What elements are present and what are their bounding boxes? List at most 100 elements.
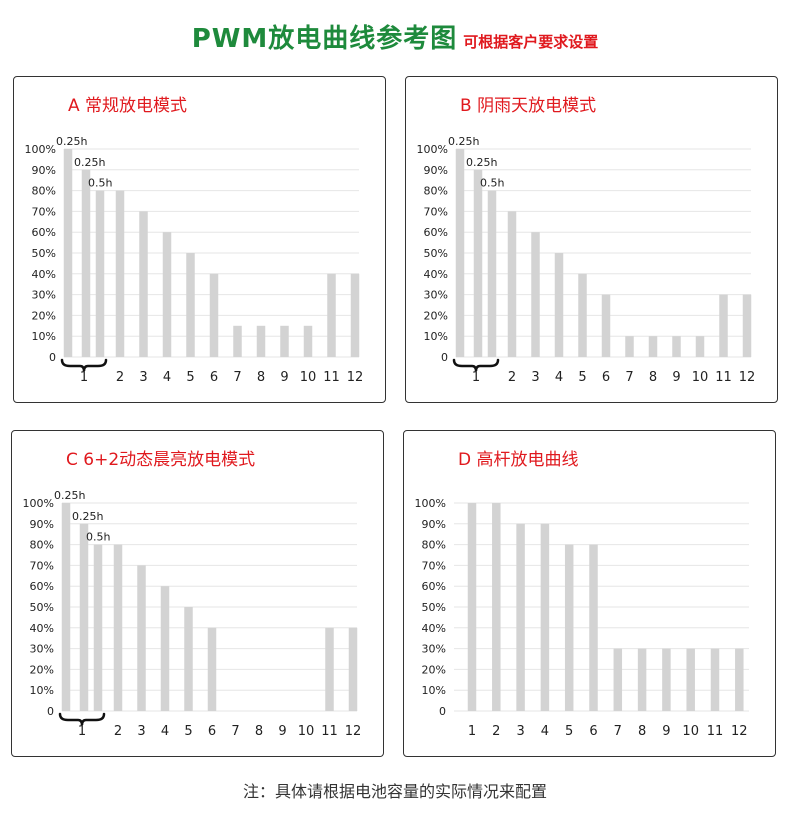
- y-tick-label: 90%: [422, 518, 446, 531]
- duration-label: 0.25h: [56, 135, 87, 148]
- y-tick-label: 20%: [32, 309, 56, 322]
- bar: [637, 648, 647, 711]
- bar: [554, 253, 564, 357]
- y-tick-label: 20%: [422, 663, 446, 676]
- bar: [207, 627, 217, 711]
- bar: [742, 294, 752, 357]
- x-tick-label: 1: [468, 724, 476, 739]
- y-tick-label: 70%: [32, 205, 56, 218]
- bar: [63, 149, 73, 357]
- x-tick-label: 6: [589, 724, 597, 739]
- y-tick-label: 20%: [30, 663, 54, 676]
- y-tick-label: 60%: [422, 580, 446, 593]
- y-tick-label: 30%: [422, 643, 446, 656]
- bar: [160, 586, 170, 711]
- chart-panel-a: A 常规放电模式 100% 90% 80% 70% 60% 50% 40% 30% 20% 10%…: [13, 76, 386, 403]
- y-tick-label: 30%: [30, 643, 54, 656]
- x-tick-label: 8: [257, 370, 265, 385]
- x-tick-label: 5: [578, 370, 586, 385]
- bar: [625, 336, 634, 357]
- bar: [280, 325, 289, 357]
- chart-c-svg: 100% 90% 80% 70% 60% 50% 40% 30% 20% 10% 0 0.25h 0.2…: [23, 489, 362, 739]
- bar: [473, 169, 483, 357]
- x-tick-label: 3: [139, 370, 147, 385]
- y-tick-label: 0: [441, 351, 448, 364]
- y-tick-label: 0: [439, 705, 446, 718]
- x-tick-label: 2: [116, 370, 124, 385]
- y-tick-label: 90%: [32, 164, 56, 177]
- y-tick-label: 100%: [415, 497, 446, 510]
- chart-title: A 常规放电模式: [68, 96, 188, 116]
- duration-label: 0.5h: [86, 531, 110, 544]
- x-tick-label: 3: [137, 724, 145, 739]
- y-tick-label: 0: [47, 705, 54, 718]
- y-tick-label: 30%: [32, 289, 56, 302]
- bar: [115, 190, 125, 357]
- bar: [348, 627, 358, 711]
- x-tick-label: 9: [672, 370, 680, 385]
- y-tick-label: 10%: [422, 684, 446, 697]
- bar: [350, 273, 360, 357]
- y-tick-label: 40%: [30, 622, 54, 635]
- bar: [719, 294, 728, 357]
- y-tick-label: 50%: [422, 601, 446, 614]
- chart-b-svg: 100% 90% 80% 70% 60% 50% 40% 30% 20% 10% 0 0.25h 0.2…: [417, 135, 756, 385]
- bar: [540, 523, 550, 711]
- page-title: PWM放电曲线参考图: [191, 24, 458, 54]
- bar: [507, 211, 517, 357]
- x-tick-label: 5: [184, 724, 192, 739]
- x-tick-label: 1: [80, 370, 88, 385]
- bar: [613, 648, 623, 711]
- y-tick-label: 70%: [424, 205, 448, 218]
- x-tick-label: 5: [186, 370, 194, 385]
- x-tick-label: 10: [298, 724, 315, 739]
- y-tick-label: 80%: [424, 185, 448, 198]
- y-tick-label: 10%: [32, 330, 56, 343]
- bar: [564, 544, 574, 711]
- y-tick-label: 10%: [424, 330, 448, 343]
- y-tick-label: 100%: [23, 497, 54, 510]
- bar: [710, 648, 720, 711]
- x-tick-label: 8: [649, 370, 657, 385]
- chart-panel-d: D 高杆放电曲线 100% 90% 80% 70% 60% 50% 40% 30% 20% 10%…: [403, 430, 776, 757]
- bar: [79, 523, 89, 711]
- bar: [662, 648, 671, 711]
- x-tick-label: 5: [565, 724, 573, 739]
- x-tick-label: 4: [555, 370, 563, 385]
- x-tick-label: 12: [347, 370, 364, 385]
- y-tick-label: 60%: [32, 226, 56, 239]
- y-tick-label: 90%: [424, 164, 448, 177]
- y-tick-label: 70%: [422, 559, 446, 572]
- x-tick-label: 12: [739, 370, 756, 385]
- x-tick-label: 11: [321, 724, 338, 739]
- x-tick-label: 9: [280, 370, 288, 385]
- x-tick-label: 8: [255, 724, 263, 739]
- y-tick-label: 60%: [30, 580, 54, 593]
- x-tick-label: 7: [233, 370, 241, 385]
- bar: [455, 149, 465, 357]
- bar: [61, 503, 71, 711]
- x-tick-label: 2: [492, 724, 500, 739]
- bar: [184, 607, 193, 711]
- y-tick-label: 100%: [25, 143, 56, 156]
- bar: [233, 325, 242, 357]
- bar: [686, 648, 695, 711]
- x-tick-label: 2: [508, 370, 516, 385]
- bar: [516, 523, 525, 711]
- bar: [327, 273, 336, 357]
- bar: [648, 336, 658, 357]
- bar: [162, 232, 172, 357]
- chart-d-svg: 100%90%80%70%60%50%40%30%20%10%01 2 3 4 5 6 7 8…: [415, 497, 749, 739]
- group-brace: [58, 712, 106, 726]
- bar: [487, 190, 497, 357]
- footnote: 注：具体请根据电池容量的实际情况来配置: [242, 782, 547, 801]
- chart-a-svg: 100% 90% 80% 70% 60% 50% 40% 30% 20% 10% 0 0.25h 0.2…: [25, 135, 364, 385]
- bar: [113, 544, 123, 711]
- group-brace: [452, 358, 500, 372]
- x-tick-label: 11: [323, 370, 340, 385]
- chart-title: D 高杆放电曲线: [458, 450, 579, 470]
- x-tick-label: 4: [163, 370, 171, 385]
- bar: [531, 232, 540, 357]
- x-tick-label: 7: [625, 370, 633, 385]
- y-tick-label: 30%: [424, 289, 448, 302]
